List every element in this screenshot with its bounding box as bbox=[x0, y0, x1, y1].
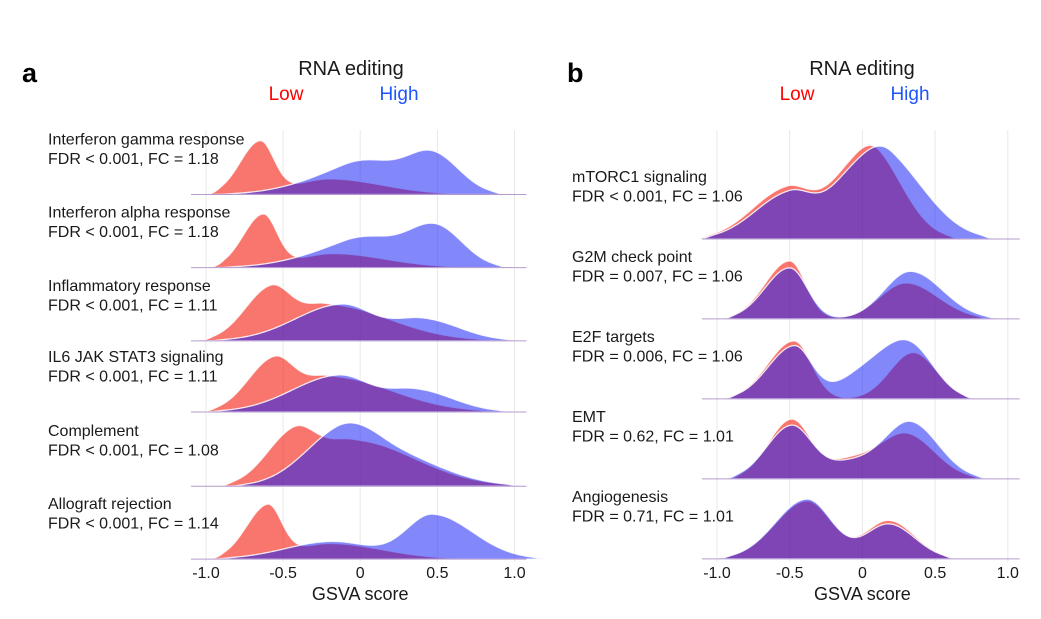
svg-text:0.5: 0.5 bbox=[426, 565, 448, 582]
svg-text:FDR < 0.001, FC = 1.11: FDR < 0.001, FC = 1.11 bbox=[48, 297, 218, 314]
svg-text:FDR = 0.006, FC = 1.06: FDR = 0.006, FC = 1.06 bbox=[572, 348, 743, 365]
svg-text:mTORC1 signaling: mTORC1 signaling bbox=[572, 169, 707, 186]
svg-text:EMT: EMT bbox=[572, 409, 606, 426]
svg-text:RNA editing: RNA editing bbox=[809, 58, 915, 80]
svg-text:Low: Low bbox=[780, 84, 815, 105]
svg-text:RNA editing: RNA editing bbox=[298, 58, 404, 80]
svg-text:Inflammatory response: Inflammatory response bbox=[48, 278, 211, 295]
svg-text:-0.5: -0.5 bbox=[269, 565, 297, 582]
svg-text:GSVA score: GSVA score bbox=[814, 584, 911, 604]
svg-text:G2M check point: G2M check point bbox=[572, 249, 693, 266]
svg-text:Low: Low bbox=[269, 84, 304, 105]
svg-text:IL6 JAK STAT3 signaling: IL6 JAK STAT3 signaling bbox=[48, 349, 224, 366]
svg-text:FDR < 0.001, FC = 1.06: FDR < 0.001, FC = 1.06 bbox=[572, 189, 743, 206]
svg-text:Interferon gamma response: Interferon gamma response bbox=[48, 132, 245, 149]
svg-text:FDR = 0.62, FC = 1.01: FDR = 0.62, FC = 1.01 bbox=[572, 428, 734, 445]
svg-text:FDR = 0.007, FC = 1.06: FDR = 0.007, FC = 1.06 bbox=[572, 268, 743, 285]
svg-text:Allograft rejection: Allograft rejection bbox=[48, 496, 172, 513]
svg-text:GSVA score: GSVA score bbox=[312, 584, 409, 604]
svg-text:-1.0: -1.0 bbox=[703, 565, 731, 582]
svg-text:FDR < 0.001, FC = 1.18: FDR < 0.001, FC = 1.18 bbox=[48, 151, 219, 168]
svg-text:0: 0 bbox=[858, 565, 867, 582]
svg-text:0.5: 0.5 bbox=[924, 565, 946, 582]
svg-text:0: 0 bbox=[356, 565, 365, 582]
svg-text:High: High bbox=[379, 84, 418, 105]
svg-text:Complement: Complement bbox=[48, 423, 139, 440]
svg-text:FDR < 0.001, FC = 1.11: FDR < 0.001, FC = 1.11 bbox=[48, 369, 218, 386]
svg-text:High: High bbox=[890, 84, 929, 105]
svg-text:FDR < 0.001, FC = 1.08: FDR < 0.001, FC = 1.08 bbox=[48, 443, 219, 460]
svg-text:a: a bbox=[22, 58, 38, 88]
svg-text:1.0: 1.0 bbox=[503, 565, 525, 582]
svg-text:Angiogenesis: Angiogenesis bbox=[572, 489, 668, 506]
svg-text:FDR = 0.71, FC = 1.01: FDR = 0.71, FC = 1.01 bbox=[572, 508, 734, 525]
svg-text:FDR < 0.001, FC = 1.18: FDR < 0.001, FC = 1.18 bbox=[48, 224, 219, 241]
svg-text:1.0: 1.0 bbox=[997, 565, 1019, 582]
svg-text:-0.5: -0.5 bbox=[776, 565, 804, 582]
svg-text:E2F targets: E2F targets bbox=[572, 329, 655, 346]
svg-text:FDR < 0.001, FC = 1.14: FDR < 0.001, FC = 1.14 bbox=[48, 516, 219, 533]
svg-text:b: b bbox=[567, 58, 584, 88]
svg-text:-1.0: -1.0 bbox=[192, 565, 220, 582]
svg-text:Interferon alpha response: Interferon alpha response bbox=[48, 205, 230, 222]
